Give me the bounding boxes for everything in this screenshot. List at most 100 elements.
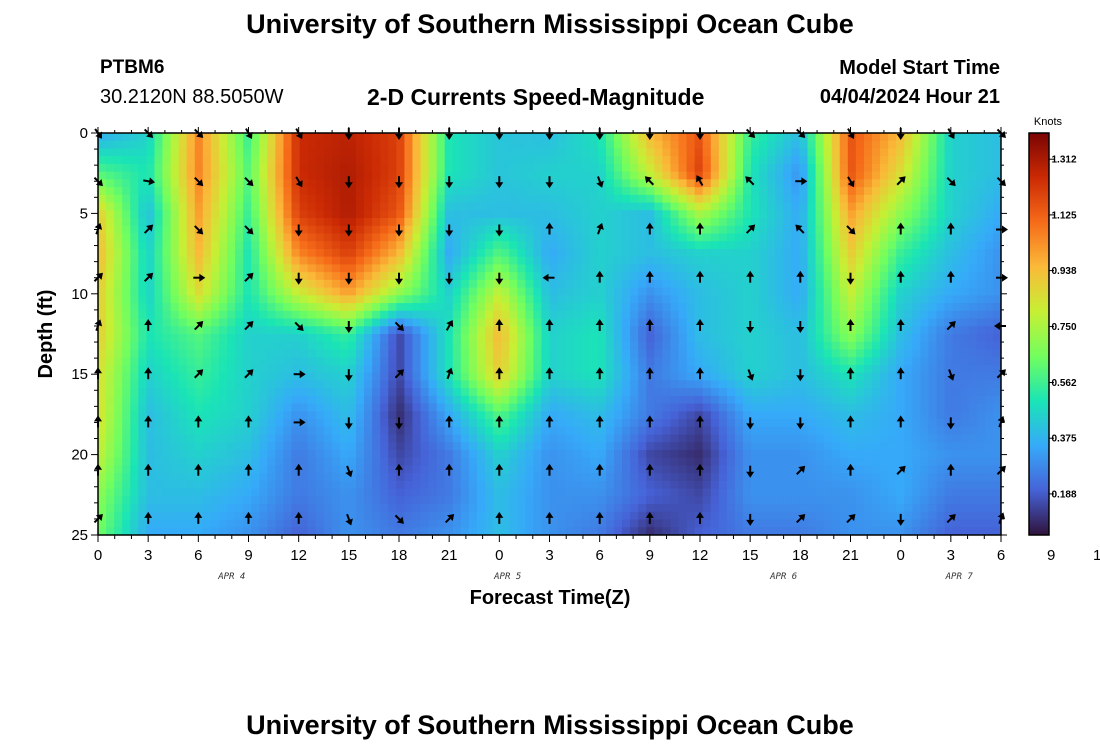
heatmap-cell bbox=[267, 403, 276, 412]
heatmap-cell bbox=[275, 457, 285, 467]
heatmap-cell bbox=[944, 179, 954, 188]
heatmap-cell bbox=[501, 179, 510, 188]
heatmap-cell bbox=[323, 449, 333, 459]
heatmap-cell bbox=[718, 202, 728, 211]
heatmap-cell bbox=[347, 303, 357, 312]
heatmap-cell bbox=[670, 457, 680, 467]
heatmap-cell bbox=[743, 287, 752, 296]
heatmap-cell bbox=[670, 279, 680, 289]
heatmap-cell bbox=[549, 295, 559, 304]
heatmap-cell bbox=[485, 364, 494, 374]
heatmap-cell bbox=[589, 171, 599, 180]
heatmap-cell bbox=[468, 318, 478, 327]
heatmap-cell bbox=[944, 364, 954, 374]
heatmap-cell bbox=[138, 295, 147, 304]
heatmap-cell bbox=[501, 194, 510, 204]
heatmap-cell bbox=[202, 264, 212, 273]
heatmap-cell bbox=[646, 218, 655, 227]
heatmap-cell bbox=[573, 364, 583, 374]
heatmap-cell bbox=[743, 380, 752, 389]
heatmap-cell bbox=[936, 411, 946, 420]
heatmap-cell bbox=[509, 372, 518, 381]
heatmap-cell bbox=[589, 233, 599, 242]
heatmap-cell bbox=[130, 133, 139, 142]
heatmap-cell bbox=[791, 310, 801, 320]
heatmap-cell bbox=[476, 449, 486, 459]
heatmap-cell bbox=[372, 442, 381, 451]
heatmap-cell bbox=[525, 248, 534, 258]
heatmap-cell bbox=[315, 225, 325, 235]
heatmap-cell bbox=[573, 341, 583, 351]
heatmap-cell bbox=[549, 179, 559, 188]
heatmap-cell bbox=[597, 248, 607, 258]
heatmap-cell bbox=[581, 171, 591, 180]
heatmap-cell bbox=[734, 426, 744, 436]
heatmap-cell bbox=[759, 148, 768, 157]
heatmap-cell bbox=[331, 264, 341, 273]
heatmap-cell bbox=[888, 287, 897, 296]
heatmap-cell bbox=[114, 233, 123, 242]
heatmap-cell bbox=[476, 334, 486, 343]
heatmap-cell bbox=[501, 426, 510, 436]
heatmap-cell bbox=[130, 210, 139, 219]
heatmap-cell bbox=[485, 442, 494, 451]
heatmap-cell bbox=[638, 248, 647, 258]
heatmap-cell bbox=[630, 179, 639, 188]
heatmap-cell bbox=[904, 411, 913, 420]
heatmap-cell bbox=[807, 380, 817, 389]
heatmap-cell bbox=[356, 434, 365, 443]
heatmap-cell bbox=[952, 364, 962, 374]
heatmap-cell bbox=[936, 279, 946, 289]
heatmap-cell bbox=[847, 449, 857, 459]
heatmap-cell bbox=[976, 295, 986, 304]
heatmap-cell bbox=[920, 256, 930, 266]
heatmap-cell bbox=[880, 372, 889, 381]
heatmap-cell bbox=[968, 218, 978, 227]
heatmap-cell bbox=[162, 449, 172, 459]
heatmap-cell bbox=[146, 187, 156, 196]
heatmap-cell bbox=[912, 457, 921, 467]
heatmap-cell bbox=[396, 380, 405, 389]
heatmap-cell bbox=[960, 465, 970, 474]
heatmap-cell bbox=[888, 326, 897, 335]
heatmap-cell bbox=[178, 334, 188, 343]
heatmap-cell bbox=[710, 403, 720, 412]
heatmap-cell bbox=[646, 395, 655, 405]
heatmap-cell bbox=[783, 364, 792, 374]
heatmap-cell bbox=[678, 295, 688, 304]
heatmap-cell bbox=[501, 272, 510, 281]
heatmap-cell bbox=[243, 442, 252, 451]
heatmap-cell bbox=[154, 202, 164, 211]
heatmap-cell bbox=[565, 233, 575, 242]
heatmap-cell bbox=[904, 357, 913, 366]
heatmap-cell bbox=[799, 419, 809, 428]
heatmap-cell bbox=[210, 341, 220, 351]
heatmap-cell bbox=[646, 310, 655, 320]
heatmap-cell bbox=[194, 256, 204, 266]
heatmap-cell bbox=[726, 272, 736, 281]
heatmap-cell bbox=[743, 334, 752, 343]
heatmap-cell bbox=[952, 295, 962, 304]
heatmap-cell bbox=[428, 194, 438, 204]
heatmap-cell bbox=[130, 279, 139, 289]
heatmap-cell bbox=[928, 241, 938, 250]
heatmap-cell bbox=[243, 357, 252, 366]
heatmap-cell bbox=[106, 310, 115, 320]
heatmap-cell bbox=[388, 156, 397, 165]
heatmap-cell bbox=[315, 349, 325, 358]
heatmap-cell bbox=[968, 287, 978, 296]
heatmap-cell bbox=[863, 395, 873, 405]
heatmap-cell bbox=[364, 148, 373, 157]
heatmap-cell bbox=[541, 171, 551, 180]
heatmap-cell bbox=[928, 465, 938, 474]
heatmap-cell bbox=[654, 465, 663, 474]
heatmap-cell bbox=[743, 279, 752, 289]
heatmap-cell bbox=[259, 179, 268, 188]
heatmap-cell bbox=[839, 171, 849, 180]
heatmap-cell bbox=[694, 357, 704, 366]
heatmap-cell bbox=[138, 357, 147, 366]
heatmap-cell bbox=[202, 380, 212, 389]
heatmap-cell bbox=[517, 187, 526, 196]
heatmap-cell bbox=[388, 241, 397, 250]
heatmap-cell bbox=[251, 349, 260, 358]
